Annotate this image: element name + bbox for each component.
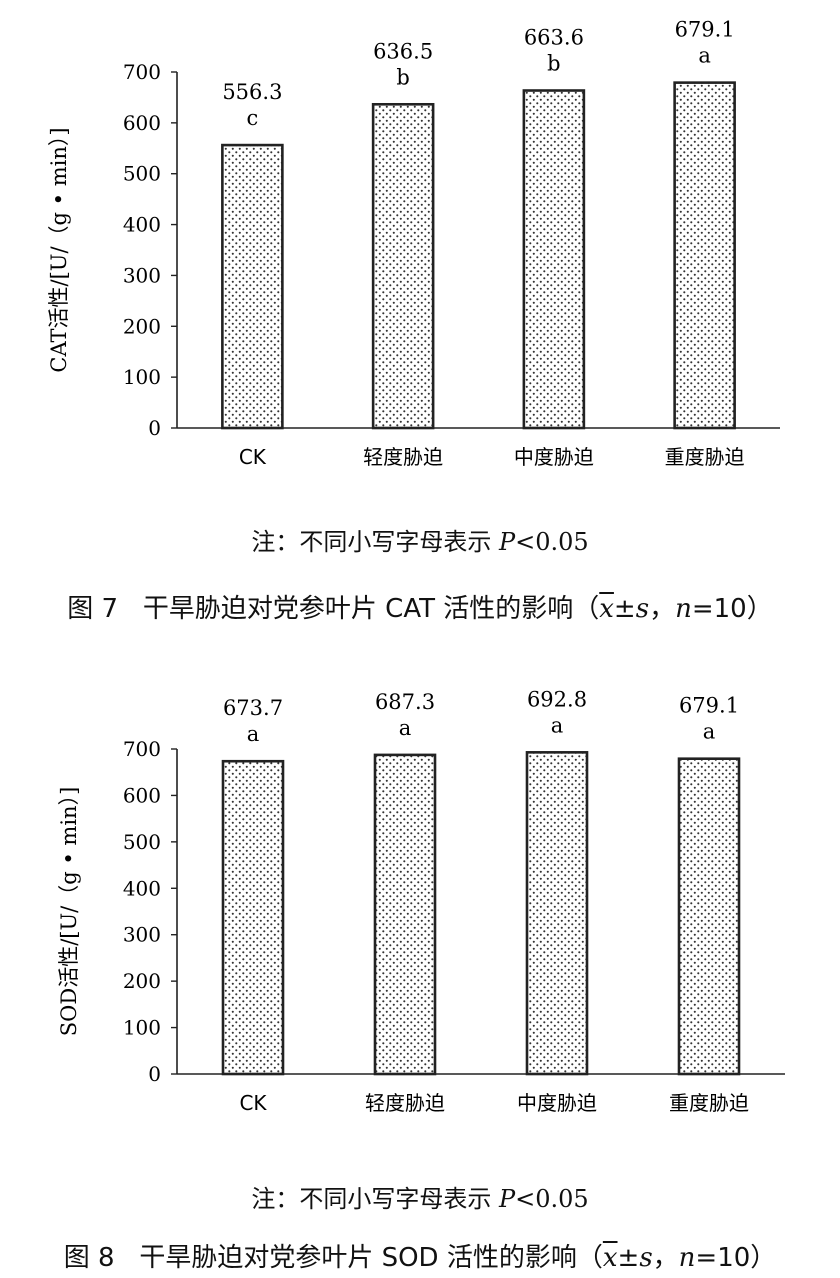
bar-value-label: 556.3 [222, 80, 282, 104]
y-tick-label: 100 [123, 365, 161, 389]
bar [677, 757, 741, 1076]
significance-letter: a [703, 720, 716, 744]
significance-letter: a [247, 722, 260, 746]
y-tick-label: 200 [123, 314, 161, 338]
bar-value-label: 692.8 [527, 687, 587, 711]
figure-caption: 图 8 干旱胁迫对党参叶片 SOD 活性的影响（x±s，n=10） [0, 1237, 840, 1274]
caption-sd-symbol: s [639, 1243, 653, 1273]
bar [373, 753, 437, 1076]
bar-value-label: 663.6 [524, 26, 584, 50]
y-tick-label: 700 [123, 737, 161, 761]
significance-letter: c [246, 106, 258, 130]
y-tick-label: 300 [123, 923, 161, 947]
figure-number: 图 7 [67, 594, 119, 624]
caption-mean-symbol: x [599, 594, 614, 624]
x-tick-label: 中度胁迫 [514, 445, 594, 469]
y-tick-label: 400 [123, 876, 161, 900]
x-tick-label: 重度胁迫 [669, 1091, 749, 1115]
bar-value-label: 673.7 [223, 696, 283, 720]
y-tick-label: 100 [123, 1016, 161, 1040]
bar [673, 81, 736, 430]
significance-note: 注：不同小写字母表示 P<0.05 [0, 522, 840, 557]
significance-letter: a [698, 44, 711, 68]
x-tick-label: 重度胁迫 [665, 445, 745, 469]
significance-letter: a [551, 713, 564, 737]
sod-activity-chart: 0 100 200 300 400 500 600 700 SOD活性/[U/（g • min）… [57, 687, 785, 1115]
y-tick-label: 500 [123, 162, 161, 186]
y-axis-label: CAT活性/[U/（g • min）] [47, 127, 71, 372]
bar [525, 751, 589, 1076]
note-prefix: 注：不同小写字母表示 [251, 1185, 499, 1213]
caption-sd-symbol: s [635, 594, 650, 624]
x-tick-label: CK [239, 1091, 267, 1115]
y-tick-label: 200 [123, 969, 161, 993]
note-prefix: 注：不同小写字母表示 [251, 528, 499, 556]
caption-pm: ± [613, 594, 636, 624]
y-tick-label: 0 [148, 1062, 161, 1086]
bar [371, 102, 435, 430]
bar-value-label: 636.5 [373, 39, 433, 63]
note-threshold: <0.05 [515, 1185, 589, 1213]
note-p-symbol: P [498, 1185, 516, 1213]
figure-number: 图 8 [63, 1243, 115, 1273]
caption-text: 干旱胁迫对党参叶片 SOD 活性的影响（ [139, 1243, 603, 1273]
significance-letter: b [396, 65, 409, 89]
cat-activity-chart: 0 100 200 300 400 500 600 700 CAT活性/[U/（g • min）… [47, 18, 780, 469]
significance-letter: b [547, 52, 560, 76]
bar [221, 143, 284, 430]
caption-n-value: =10） [695, 1243, 777, 1273]
x-tick-label: 轻度胁迫 [365, 1091, 445, 1115]
y-tick-label: 0 [148, 416, 161, 440]
x-tick-label: CK [239, 445, 267, 469]
caption-separator: ， [649, 594, 676, 624]
caption-n-symbol: n [675, 594, 692, 624]
figure-caption: 图 7 干旱胁迫对党参叶片 CAT 活性的影响（x±s，n=10） [0, 588, 840, 625]
caption-n-symbol: n [678, 1243, 696, 1273]
note-threshold: <0.05 [515, 528, 589, 556]
significance-letter: a [399, 716, 412, 740]
figure-8: 0 100 200 300 400 500 600 700 SOD活性/[U/（g • min）… [0, 639, 840, 1278]
y-tick-label: 700 [123, 60, 161, 84]
y-tick-label: 500 [123, 830, 161, 854]
bar [522, 89, 586, 430]
caption-n-value: =10） [691, 594, 773, 624]
significance-note: 注：不同小写字母表示 P<0.05 [0, 1179, 840, 1214]
x-tick-label: 轻度胁迫 [363, 445, 443, 469]
y-tick-label: 600 [123, 111, 161, 135]
x-tick-label: 中度胁迫 [517, 1091, 597, 1115]
caption-pm: ± [617, 1243, 640, 1273]
bar-value-label: 679.1 [679, 694, 739, 718]
y-tick-label: 300 [123, 263, 161, 287]
y-axis-label: SOD活性/[U/（g • min）] [57, 787, 81, 1037]
bar-value-label: 687.3 [375, 690, 435, 714]
y-tick-label: 600 [123, 783, 161, 807]
bar-value-label: 679.1 [675, 18, 735, 42]
caption-text: 干旱胁迫对党参叶片 CAT 活性的影响（ [142, 594, 600, 624]
note-p-symbol: P [498, 528, 516, 556]
figure-7: 0 100 200 300 400 500 600 700 CAT活性/[U/（g • min）… [0, 18, 840, 625]
caption-mean-symbol: x [602, 1243, 618, 1273]
y-tick-label: 400 [123, 213, 161, 237]
caption-separator: ， [652, 1243, 679, 1273]
bar [221, 759, 285, 1076]
